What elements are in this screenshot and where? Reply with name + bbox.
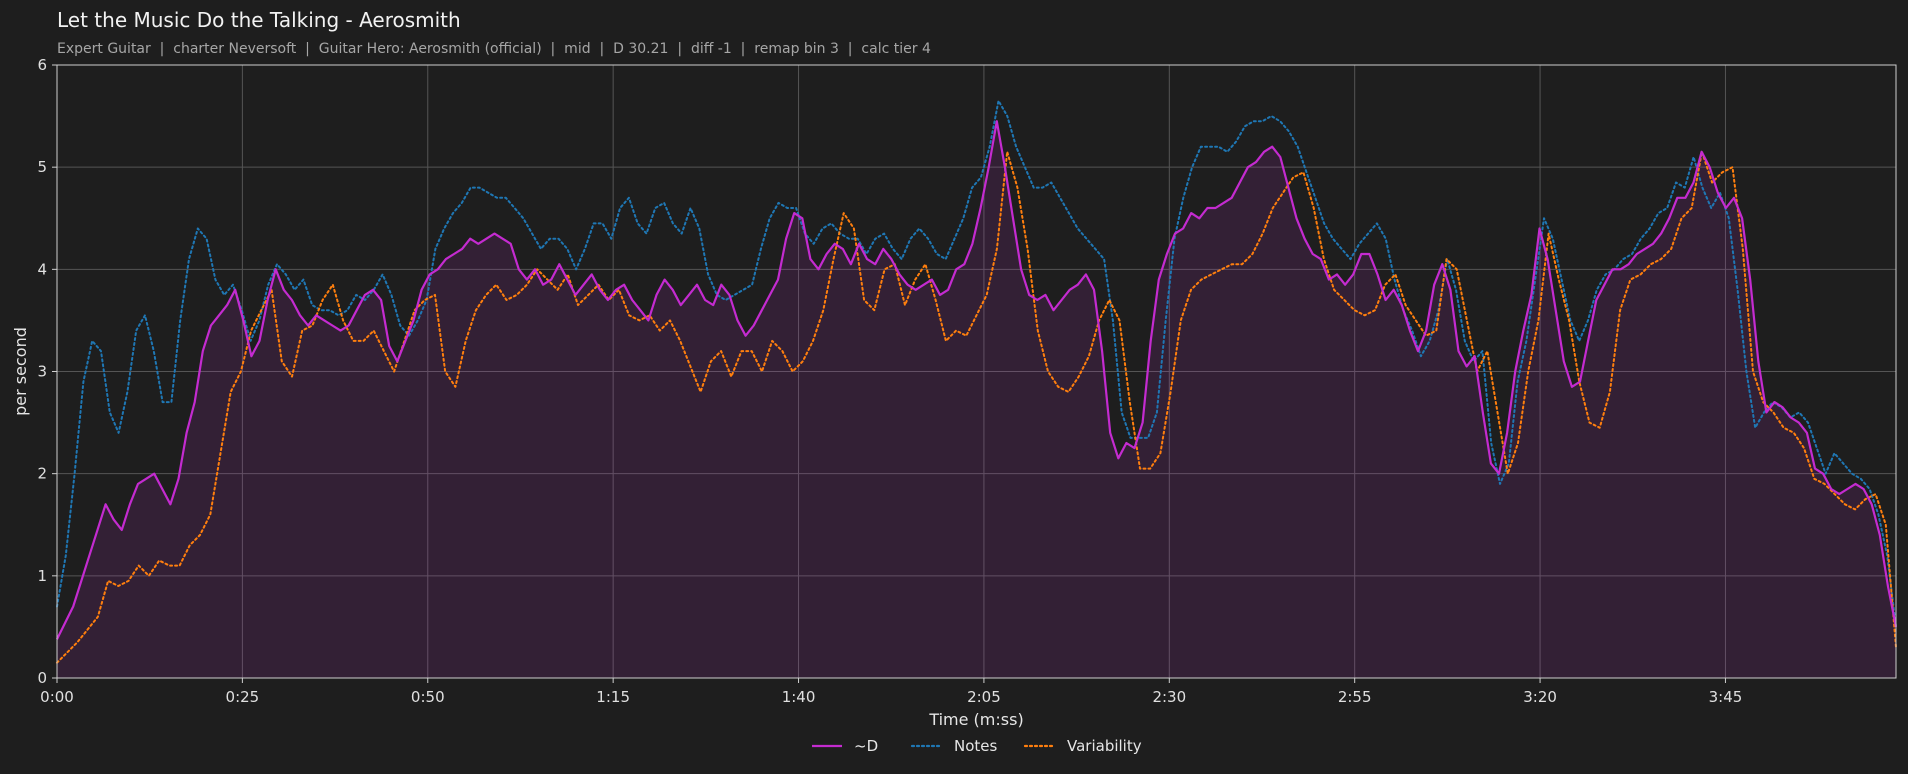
x-tick-label: 3:45 [1709,688,1743,706]
legend-label: Notes [954,737,998,755]
series-line-d [56,120,1898,640]
x-tick-label: 1:40 [782,688,816,706]
y-tick-label: 4 [37,260,47,278]
y-tick-label: 5 [37,158,47,176]
y-tick-label: 2 [37,465,47,483]
legend-item: Notes [910,737,998,755]
y-tick-label: 3 [37,363,47,381]
chart-title: Let the Music Do the Talking - Aerosmith [57,8,461,32]
y-tick-label: 6 [37,56,47,74]
x-tick-label: 0:50 [411,688,445,706]
series-line-variability [56,150,1897,664]
legend-label: ~D [854,737,878,755]
x-axis-label: Time (m:ss) [928,710,1023,729]
x-tick-label: 2:55 [1338,688,1372,706]
x-tick-label: 2:30 [1152,688,1186,706]
grid-lines [57,65,1896,678]
series-layer [56,99,1898,679]
legend: ~D Notes Variability [812,737,1142,755]
y-axis-label: per second [11,327,30,416]
y-tick-label: 0 [37,669,47,687]
x-tick-label: 0:00 [40,688,74,706]
x-tick-label: 1:15 [596,688,630,706]
y-tick-label: 1 [37,567,47,585]
series-area-d [57,121,1896,679]
legend-item: ~D [812,737,878,755]
legend-label: Variability [1067,737,1142,755]
x-tick-label: 2:05 [967,688,1001,706]
legend-item: Variability [1023,737,1142,755]
x-tick-label: 3:20 [1523,688,1557,706]
x-tick-label: 0:25 [226,688,260,706]
axis-ticks: 0:00 0:25 0:50 1:15 1:40 2:05 2:30 2:55 3:20 3:45… [37,56,1742,706]
chart-subtitle: Expert Guitar | charter Neversoft | Guit… [57,41,931,57]
